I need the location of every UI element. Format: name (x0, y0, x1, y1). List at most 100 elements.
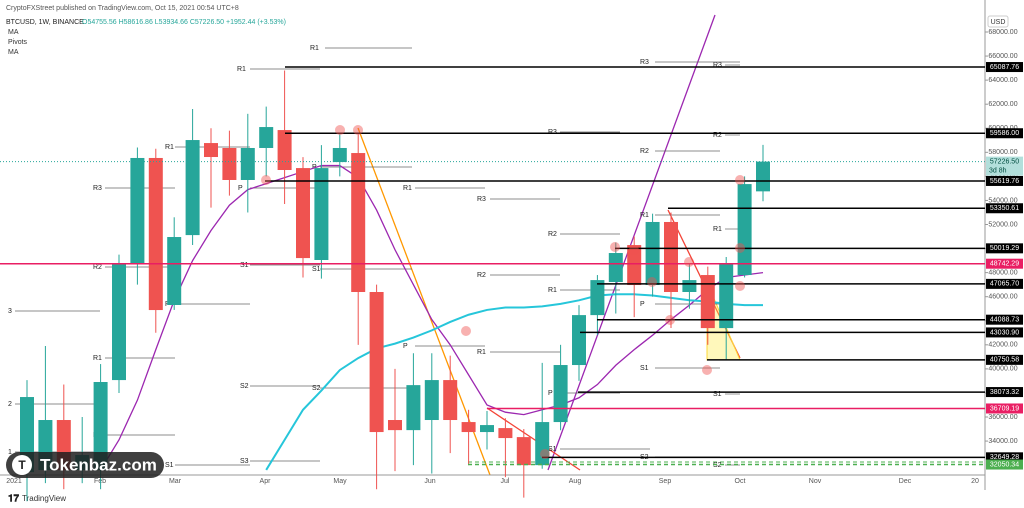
pivot-label: S2 (312, 385, 321, 392)
footer-logo: 𝟏𝟕 (8, 494, 20, 505)
pivot-label: S2 (240, 383, 249, 390)
level-label: 59586.00 (990, 130, 1019, 137)
pivot-label: R1 (713, 226, 722, 233)
y-tick-label: 58000.00 (988, 149, 1017, 156)
candle-body (314, 168, 329, 260)
pivot-label: R1 (310, 45, 319, 52)
candle-body (130, 157, 145, 264)
candle-body (259, 127, 274, 148)
pivot-label: S1 (548, 446, 557, 453)
candle-body (351, 153, 366, 293)
candle-body (590, 280, 605, 316)
pivot-label: R1 (640, 212, 649, 219)
marker (684, 257, 694, 267)
pivot-label: R3 (548, 129, 557, 136)
pivot-label: R3 (640, 59, 649, 66)
pivot-label: R2 (640, 148, 649, 155)
level-label-box (986, 258, 1023, 269)
x-tick-label: 2021 (6, 478, 22, 485)
pivot-label: 2 (8, 401, 12, 408)
y-tick-label: 66000.00 (988, 53, 1017, 60)
pivot-label: R2 (713, 132, 722, 139)
level-label-box (986, 354, 1023, 365)
moving-average (100, 164, 764, 471)
level-label-box (986, 452, 1023, 463)
candle-body (406, 385, 421, 431)
x-tick-label: Jun (424, 478, 435, 485)
moving-average (265, 293, 763, 471)
level-label-box (986, 327, 1023, 338)
candle-body (535, 422, 550, 466)
markers (261, 125, 745, 459)
level-label-box (986, 278, 1023, 289)
marker (335, 125, 345, 135)
x-tick-label: 20 (971, 478, 979, 485)
symbol: BTCUSD, 1W, BINANCE (6, 19, 84, 26)
x-tick-label: Mar (169, 478, 182, 485)
candle-body (277, 130, 292, 171)
level-label-box (986, 243, 1023, 254)
pivot-label: 3 (8, 308, 12, 315)
y-tick-label: 62000.00 (988, 101, 1017, 108)
marker (665, 315, 675, 325)
candle-body (756, 161, 770, 192)
marker (353, 125, 363, 135)
footer: TradingView (22, 494, 66, 503)
y-tick-label: 54000.00 (988, 197, 1017, 204)
y-tick-label: 40000.00 (988, 366, 1017, 373)
candle-body (240, 147, 255, 180)
watermark-box (6, 452, 164, 478)
x-tick-label: Oct (735, 478, 746, 485)
candle-body (332, 147, 347, 163)
pivot-label: R1 (403, 185, 412, 192)
y-tick-label: 36000.00 (988, 414, 1017, 421)
candle-body (719, 263, 734, 329)
pivot-label: P (640, 301, 645, 308)
level-label-box (986, 128, 1023, 139)
pivot-label: R1 (237, 66, 246, 73)
pivot-label: S1 (240, 262, 249, 269)
level-label: 36709.19 (990, 405, 1019, 412)
level-label-box (986, 403, 1023, 414)
level-label: 48742.29 (990, 261, 1019, 268)
candle-body (369, 292, 384, 433)
indicator: MA (8, 49, 19, 56)
trend-line (357, 127, 491, 476)
pivot-label: R3 (477, 196, 486, 203)
pivot-label: S1 (640, 365, 649, 372)
countdown: 3d 8h (989, 167, 1007, 174)
x-tick-label: Sep (659, 478, 672, 485)
pivot-label: P (238, 185, 243, 192)
pivot-label: S1 (713, 391, 722, 398)
candle-body (645, 221, 660, 286)
level-label-box (986, 62, 1023, 73)
level-label-box (986, 203, 1023, 214)
level-label: 53350.61 (990, 205, 1019, 212)
indicator: Pivots (8, 39, 28, 46)
pivot-label: R2 (93, 264, 102, 271)
marker (735, 243, 745, 253)
level-label: 43030.90 (990, 329, 1019, 336)
candle-body (443, 380, 458, 421)
x-tick-label: May (333, 478, 347, 485)
candle-body (148, 157, 163, 311)
watermark: Tokenbaz.com (40, 455, 157, 474)
y-tick-label: 48000.00 (988, 269, 1017, 276)
candle-body (93, 381, 108, 471)
level-label-box (986, 175, 1023, 186)
marker (647, 277, 657, 287)
marker (261, 175, 271, 185)
y-tick-label: 52000.00 (988, 221, 1017, 228)
candle-body (480, 425, 494, 433)
y-tick-label: 68000.00 (988, 29, 1017, 36)
currency-box (987, 15, 1009, 28)
candle-body (608, 253, 623, 283)
pivot-label: P (403, 343, 408, 350)
marker (461, 326, 471, 336)
candle-body (664, 221, 678, 293)
y-tick-label: 64000.00 (988, 77, 1017, 84)
pivot-label: S3 (240, 458, 249, 465)
candle-body (516, 437, 531, 466)
level-label: 32649.28 (990, 454, 1019, 461)
